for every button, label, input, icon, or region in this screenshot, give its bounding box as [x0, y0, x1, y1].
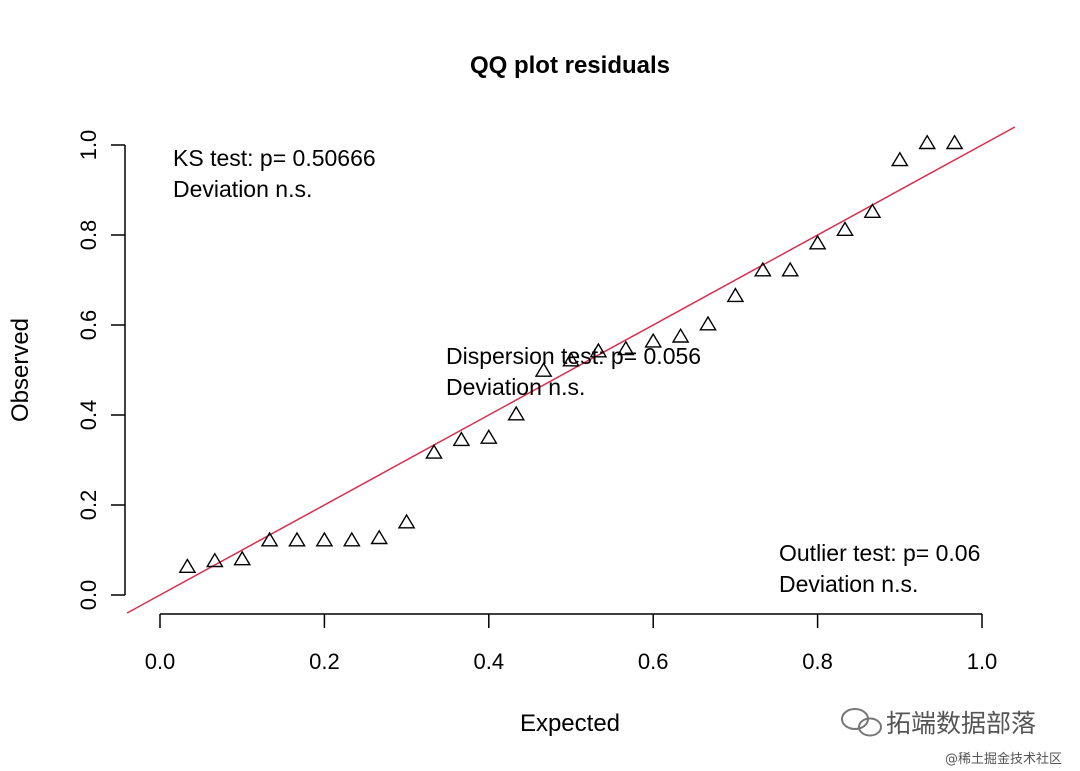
data-point-3	[260, 531, 279, 547]
data-point-9	[425, 443, 443, 459]
data-point-0	[178, 558, 197, 573]
x-tick-label-1: 0.2	[309, 649, 340, 674]
watermark-main-text: 拓端数据部落	[886, 709, 1036, 738]
y-tick-label-5: 1.0	[76, 130, 101, 161]
data-point-26	[890, 151, 909, 167]
data-point-17	[644, 332, 663, 348]
watermark: 拓端数据部落 @稀土掘金技术社区	[841, 708, 1062, 767]
x-tick-label-2: 0.4	[474, 649, 505, 674]
x-tick-label-4: 0.8	[802, 649, 833, 674]
data-point-8	[397, 513, 416, 529]
data-point-10	[452, 431, 471, 447]
data-point-22	[781, 261, 800, 277]
data-point-5	[315, 531, 334, 547]
data-point-23	[808, 234, 827, 250]
watermark-sub-text: @稀土掘金技术社区	[945, 751, 1062, 767]
wechat-icon	[841, 708, 882, 737]
data-point-14	[562, 351, 580, 367]
y-tick-label-0: 0.0	[76, 580, 101, 611]
x-axis-label: Expected	[520, 710, 620, 737]
y-tick-label-4: 0.8	[76, 220, 101, 251]
data-point-20	[726, 287, 745, 303]
chart-title: QQ plot residuals	[470, 52, 670, 79]
data-point-28	[945, 134, 964, 150]
x-tick-label-5: 1.0	[967, 649, 998, 674]
data-point-25	[863, 203, 882, 219]
y-axis-label: Observed	[7, 318, 34, 422]
data-point-18	[671, 327, 690, 343]
data-point-4	[288, 531, 306, 547]
data-point-27	[918, 134, 937, 150]
y-tick-label-1: 0.2	[76, 490, 101, 521]
data-point-21	[753, 261, 772, 277]
dispersion-test-text: Dispersion test: p= 0.056	[446, 343, 701, 369]
x-tick-label-0: 0.0	[145, 649, 176, 674]
data-point-11	[479, 429, 498, 444]
data-point-1	[205, 552, 224, 568]
data-point-6	[342, 531, 361, 547]
y-tick-label-2: 0.4	[76, 400, 101, 431]
ks-test-text: KS test: p= 0.50666	[173, 145, 376, 171]
data-point-12	[507, 405, 526, 421]
outlier-deviation-text: Deviation n.s.	[779, 571, 918, 597]
x-tick-label-3: 0.6	[638, 649, 669, 674]
data-points	[178, 134, 964, 573]
x-axis: 0.0 0.2 0.4 0.6 0.8 1.0	[145, 613, 998, 674]
annotations: KS test: p= 0.50666 Deviation n.s. Dispe…	[173, 145, 980, 597]
ks-deviation-text: Deviation n.s.	[173, 176, 312, 202]
data-point-2	[233, 550, 252, 566]
data-point-15	[589, 342, 608, 358]
y-axis: 0.0 0.2 0.4 0.6 0.8 1.0	[76, 130, 126, 611]
outlier-test-text: Outlier test: p= 0.06	[779, 540, 980, 566]
reference-line	[126, 126, 1016, 614]
data-point-24	[836, 221, 854, 237]
data-point-16	[616, 340, 635, 356]
data-point-19	[699, 315, 717, 331]
data-point-7	[370, 529, 389, 545]
dispersion-deviation-text: Deviation n.s.	[446, 374, 585, 400]
y-tick-label-3: 0.6	[76, 310, 101, 341]
data-point-13	[534, 362, 553, 377]
